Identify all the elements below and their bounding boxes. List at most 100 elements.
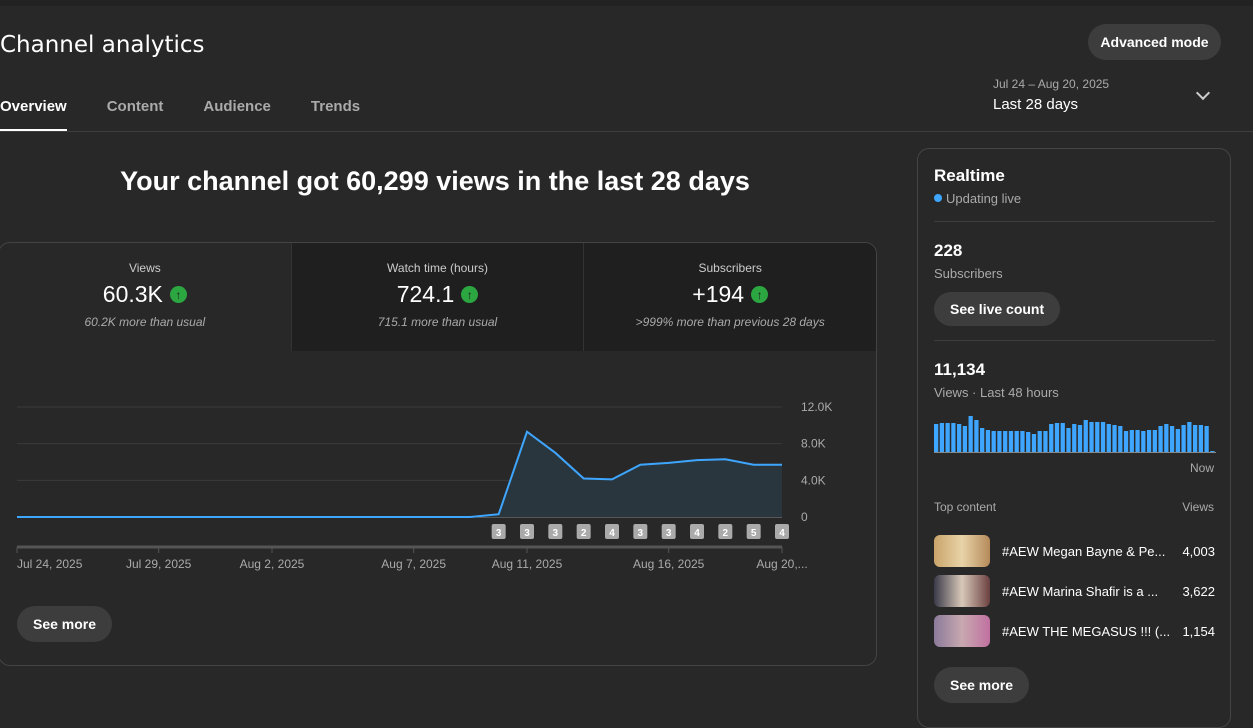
video-thumbnail xyxy=(934,535,990,567)
realtime-bar xyxy=(986,430,990,452)
realtime-bar-chart xyxy=(934,413,1216,453)
realtime-bar xyxy=(934,424,938,452)
realtime-bar xyxy=(1176,429,1180,452)
advanced-mode-button[interactable]: Advanced mode xyxy=(1088,24,1221,60)
realtime-bar xyxy=(951,423,955,452)
x-tick-label: Jul 24, 2025 xyxy=(17,557,83,571)
date-range: Jul 24 – Aug 20, 2025 xyxy=(993,77,1109,91)
realtime-bar xyxy=(1038,431,1042,452)
realtime-bar xyxy=(1112,425,1116,452)
realtime-bar xyxy=(1164,424,1168,452)
metric-value: 724.1 xyxy=(397,281,455,308)
realtime-bar xyxy=(1210,451,1214,452)
top-bar xyxy=(0,0,1253,6)
video-views: 1,154 xyxy=(1182,624,1215,639)
realtime-see-more-button[interactable]: See more xyxy=(934,667,1029,703)
realtime-bar xyxy=(1107,424,1111,452)
chevron-down-icon[interactable] xyxy=(1196,86,1210,100)
date-range-picker[interactable]: Jul 24 – Aug 20, 2025 Last 28 days xyxy=(993,77,1109,113)
realtime-bar xyxy=(1043,431,1047,452)
realtime-bar xyxy=(1199,425,1203,452)
see-more-button[interactable]: See more xyxy=(17,606,112,642)
publish-badge-count: 2 xyxy=(723,528,729,539)
arrow-up-icon: ↑ xyxy=(461,286,478,303)
metric-label: Watch time (hours) xyxy=(292,261,584,275)
divider xyxy=(0,131,1253,132)
y-tick-label: 12.0K xyxy=(801,400,832,414)
realtime-bar xyxy=(946,423,950,452)
realtime-bar xyxy=(1101,422,1105,452)
list-item[interactable]: #AEW Megan Bayne & Pe...4,003 xyxy=(934,535,1215,567)
x-tick-label: Jul 29, 2025 xyxy=(126,557,192,571)
realtime-card: Realtime Updating live 228 Subscribers S… xyxy=(917,148,1231,728)
video-views: 3,622 xyxy=(1182,584,1215,599)
y-tick-label: 4.0K xyxy=(801,473,826,487)
tab-content[interactable]: Content xyxy=(107,98,164,132)
publish-badge-count: 4 xyxy=(779,528,785,539)
realtime-bar xyxy=(997,431,1001,452)
realtime-bar xyxy=(992,431,996,452)
tabs: Overview Content Audience Trends xyxy=(0,98,400,132)
area-fill xyxy=(17,432,782,517)
realtime-bar xyxy=(1141,431,1145,452)
metric-watch-time[interactable]: Watch time (hours)724.1↑715.1 more than … xyxy=(292,243,585,351)
tab-trends[interactable]: Trends xyxy=(311,98,360,132)
publish-badge-count: 3 xyxy=(524,528,530,539)
video-views: 4,003 xyxy=(1182,544,1215,559)
video-title: #AEW Marina Shafir is a ... xyxy=(1002,584,1182,599)
realtime-bar xyxy=(980,428,984,452)
realtime-bar xyxy=(1020,431,1024,452)
now-label: Now xyxy=(1190,461,1214,475)
realtime-bar xyxy=(1193,425,1197,452)
tab-audience[interactable]: Audience xyxy=(203,98,271,132)
metric-value: +194 xyxy=(692,281,744,308)
tab-overview[interactable]: Overview xyxy=(0,98,67,132)
publish-badge-count: 2 xyxy=(581,528,587,539)
realtime-bar xyxy=(1003,431,1007,452)
realtime-bar xyxy=(1204,426,1208,452)
x-tick-label: Aug 7, 2025 xyxy=(381,557,446,571)
realtime-bar xyxy=(969,416,973,452)
realtime-title: Realtime xyxy=(934,166,1005,186)
realtime-bar xyxy=(1026,432,1030,452)
realtime-bar xyxy=(1061,423,1065,452)
subscribers-label: Subscribers xyxy=(934,266,1003,281)
video-thumbnail xyxy=(934,575,990,607)
realtime-bar xyxy=(1078,425,1082,452)
period: Last 28 days xyxy=(993,96,1109,113)
metric-label: Views xyxy=(0,261,291,275)
list-item[interactable]: #AEW THE MEGASUS !!! (...1,154 xyxy=(934,615,1215,647)
live-status: Updating live xyxy=(934,191,1021,206)
x-tick-label: Aug 11, 2025 xyxy=(492,557,563,571)
realtime-bar xyxy=(1187,422,1191,452)
realtime-bar xyxy=(1153,430,1157,452)
divider xyxy=(934,340,1215,341)
realtime-bar xyxy=(1049,424,1053,452)
realtime-bar xyxy=(1181,425,1185,452)
metric-note: 60.2K more than usual xyxy=(0,315,291,329)
realtime-bar xyxy=(1089,422,1093,452)
realtime-views: 11,134 xyxy=(934,360,985,380)
list-item[interactable]: #AEW Marina Shafir is a ...3,622 xyxy=(934,575,1215,607)
publish-badge-count: 4 xyxy=(609,528,615,539)
metric-label: Subscribers xyxy=(584,261,876,275)
views-column-label: Views xyxy=(1182,500,1214,514)
top-content-label: Top content xyxy=(934,500,996,514)
see-live-count-button[interactable]: See live count xyxy=(934,292,1060,326)
metric-subscribers[interactable]: Subscribers+194↑>999% more than previous… xyxy=(584,243,876,351)
live-status-text: Updating live xyxy=(946,191,1021,206)
x-tick-label: Aug 2, 2025 xyxy=(240,557,305,571)
realtime-bar xyxy=(1032,434,1036,452)
x-tick-label: Aug 20,... xyxy=(756,557,807,571)
subscriber-count: 228 xyxy=(934,241,962,261)
arrow-up-icon: ↑ xyxy=(170,286,187,303)
page-title: Channel analytics xyxy=(0,32,205,58)
publish-badge-count: 3 xyxy=(496,528,502,539)
divider xyxy=(934,221,1215,222)
views-label: Views · Last 48 hours xyxy=(934,385,1059,400)
y-tick-label: 8.0K xyxy=(801,437,826,451)
publish-badge-count: 3 xyxy=(666,528,672,539)
